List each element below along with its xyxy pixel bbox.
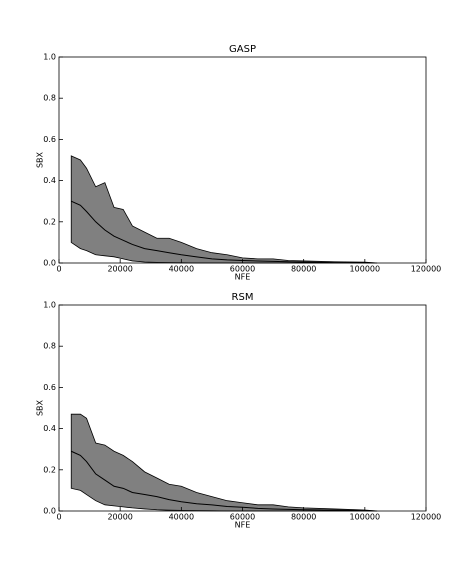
x-tick-label: 120000 [411,265,442,274]
median-line [71,450,378,512]
x-tick-label: 80000 [291,265,316,274]
y-tick-label: 0.0 [43,259,56,268]
x-axis-label: NFE [235,521,251,530]
y-tick-label: 0.4 [43,424,56,433]
y-tick-label: 1.0 [43,301,56,310]
x-tick-label: 20000 [107,265,132,274]
x-tick-label: 120000 [411,513,442,522]
x-tick-label: 40000 [169,513,194,522]
x-tick-label: 0 [56,513,61,522]
x-tick-label: 100000 [350,513,381,522]
x-tick-label: 40000 [169,265,194,274]
y-tick-label: 0.2 [43,217,56,226]
y-axis-label: SBX [36,151,45,168]
y-tick-label: 0.6 [43,383,56,392]
chart-title: GASP [229,44,256,55]
x-tick-label: 60000 [230,265,255,274]
band-area [70,413,378,512]
x-tick-label: 80000 [291,513,316,522]
y-tick-label: 0.8 [43,94,56,103]
band-area [70,155,378,264]
x-tick-label: 60000 [230,513,255,522]
y-tick-label: 0.8 [43,342,56,351]
y-tick-label: 0.6 [43,135,56,144]
x-tick-label: 100000 [350,265,381,274]
x-axis-label: NFE [235,273,251,282]
x-tick-label: 0 [56,265,61,274]
chart-title: RSM [232,292,254,303]
y-tick-label: 1.0 [43,53,56,62]
x-tick-label: 20000 [107,513,132,522]
y-tick-label: 0.2 [43,465,56,474]
y-tick-label: 0.0 [43,507,56,516]
y-axis-label: SBX [36,399,45,416]
median-line [71,200,378,264]
y-tick-label: 0.4 [43,176,56,185]
